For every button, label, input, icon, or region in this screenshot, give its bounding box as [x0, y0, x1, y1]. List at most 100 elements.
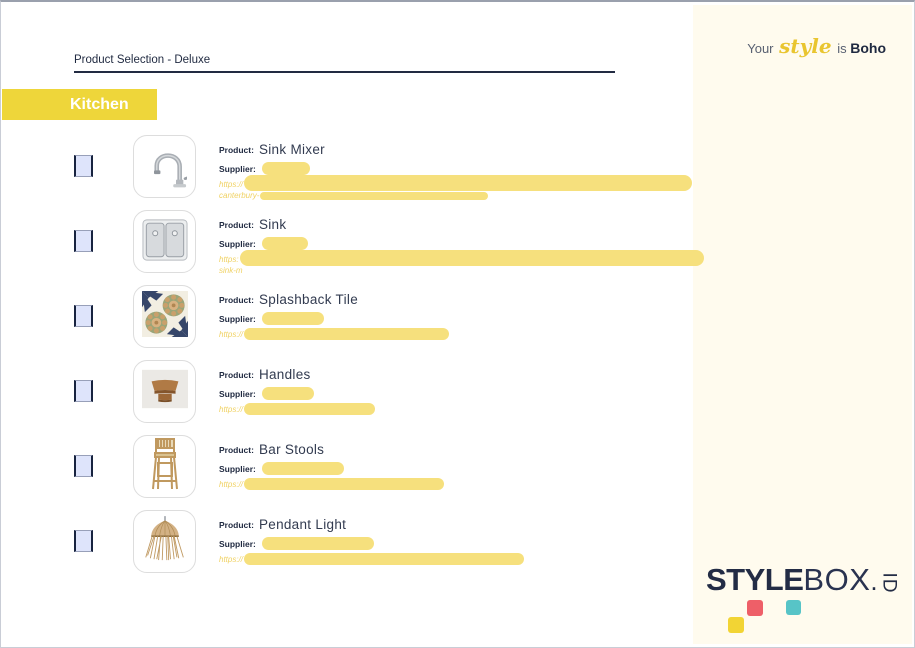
supplier-redaction: [261, 537, 374, 550]
product-name-line: Product: Sink: [219, 217, 704, 232]
product-image: [141, 291, 188, 342]
url-redaction: [244, 328, 450, 340]
product-name-line: Product: Bar Stools: [219, 442, 444, 457]
product-info: Product: Splashback Tile Supplier: https…: [219, 285, 450, 348]
supplier-label: Supplier:: [219, 538, 256, 549]
logo-rotated-text: ID: [878, 572, 900, 594]
product-image: [141, 216, 188, 267]
product-url-link[interactable]: https://: [219, 403, 376, 415]
url-redaction: [244, 553, 525, 565]
product-url-line2: sink-m: [219, 266, 704, 275]
product-url-link[interactable]: https:: [219, 250, 704, 266]
product-image-box: [133, 360, 196, 423]
product-image: [143, 139, 191, 194]
url-fragment: canterbury-: [219, 191, 260, 200]
logo-yellow-square: [728, 617, 744, 633]
product-name-line: Product: Handles: [219, 367, 375, 382]
url-redaction: [244, 403, 376, 415]
product-name: Bar Stools: [258, 442, 325, 457]
supplier-label: Supplier:: [219, 463, 256, 474]
product-row: Product: Handles Supplier: https://: [74, 360, 714, 423]
product-checkbox[interactable]: [74, 305, 93, 327]
supplier-line: Supplier:: [219, 162, 692, 175]
product-list: Product: Sink Mixer Supplier: https:// c…: [74, 135, 714, 585]
tagline-style-name: Boho: [850, 40, 886, 56]
url-fragment-redaction: [260, 191, 489, 200]
supplier-label: Supplier:: [219, 388, 256, 399]
product-image: [146, 437, 184, 496]
logo-dot: .: [870, 566, 878, 596]
supplier-line: Supplier:: [219, 312, 449, 325]
product-name-line: Product: Pendant Light: [219, 517, 524, 532]
product-info: Product: Sink Supplier: https: sink-m: [219, 210, 704, 275]
url-prefix: https:: [219, 255, 239, 264]
supplier-redaction: [261, 162, 310, 175]
logo-light-text: BOX: [803, 562, 871, 597]
product-checkbox[interactable]: [74, 155, 93, 177]
product-url-link[interactable]: https://: [219, 478, 445, 490]
tagline-script-word: style: [779, 34, 832, 58]
product-checkbox[interactable]: [74, 530, 93, 552]
url-fragment: sink-m: [219, 266, 243, 275]
product-checkbox[interactable]: [74, 230, 93, 252]
supplier-redaction: [261, 462, 344, 475]
splashback-tile-image: [141, 291, 188, 337]
product-row: Product: Pendant Light Supplier: https:/…: [74, 510, 714, 573]
product-url-link[interactable]: https://: [219, 328, 450, 340]
product-url-line2: canterbury-: [219, 191, 692, 200]
product-label: Product:: [219, 444, 254, 455]
supplier-line: Supplier:: [219, 462, 444, 475]
product-checkbox[interactable]: [74, 455, 93, 477]
product-name: Splashback Tile: [258, 292, 359, 307]
brand-tagline: Your style is Boho: [747, 34, 886, 58]
product-info: Product: Handles Supplier: https://: [219, 360, 376, 423]
product-label: Product:: [219, 219, 254, 230]
url-prefix: https://: [219, 479, 244, 489]
bar-stools-image: [151, 438, 178, 490]
supplier-line: Supplier:: [219, 387, 375, 400]
product-image-box: [133, 135, 196, 198]
url-redaction: [239, 250, 704, 266]
product-info: Product: Pendant Light Supplier: https:/…: [219, 510, 525, 573]
tagline-word2: is: [837, 41, 847, 56]
product-name: Sink: [258, 217, 287, 232]
logo-teal-square: [786, 600, 801, 615]
url-prefix: https://: [219, 180, 244, 189]
supplier-label: Supplier:: [219, 163, 256, 174]
title-underline: [74, 71, 615, 73]
product-label: Product:: [219, 144, 254, 155]
side-panel: [693, 5, 912, 644]
product-image-box: [133, 510, 196, 573]
product-label: Product:: [219, 519, 254, 530]
product-checkbox[interactable]: [74, 380, 93, 402]
logo-bold-text: STYLE: [706, 562, 804, 597]
pendant-light-image: [144, 516, 184, 561]
section-banner-label: Kitchen: [70, 95, 129, 113]
section-banner-kitchen: Kitchen: [2, 89, 157, 120]
url-prefix: https://: [219, 404, 244, 414]
supplier-label: Supplier:: [219, 238, 256, 249]
product-name: Sink Mixer: [258, 142, 325, 157]
url-prefix: https://: [219, 329, 244, 339]
product-info: Product: Sink Mixer Supplier: https:// c…: [219, 135, 693, 200]
product-info: Product: Bar Stools Supplier: https://: [219, 435, 445, 498]
product-image-box: [133, 285, 196, 348]
product-label: Product:: [219, 294, 254, 305]
product-url-link[interactable]: https://: [219, 175, 693, 191]
supplier-line: Supplier:: [219, 237, 704, 250]
product-image: [143, 514, 187, 569]
product-url-link[interactable]: https://: [219, 553, 525, 565]
supplier-redaction: [261, 387, 314, 400]
product-name: Handles: [258, 367, 311, 382]
supplier-redaction: [261, 312, 324, 325]
product-image-box: [133, 435, 196, 498]
url-redaction: [244, 175, 693, 191]
url-redaction: [244, 478, 445, 490]
stylebox-logo: STYLEBOX.ID: [706, 562, 899, 598]
sink-mixer-image: [153, 153, 191, 188]
product-row: Product: Splashback Tile Supplier: https…: [74, 285, 714, 348]
sink-image: [141, 219, 188, 261]
product-name-line: Product: Splashback Tile: [219, 292, 449, 307]
product-row: Product: Sink Supplier: https: sink-m: [74, 210, 714, 275]
product-row: Product: Sink Mixer Supplier: https:// c…: [74, 135, 714, 200]
